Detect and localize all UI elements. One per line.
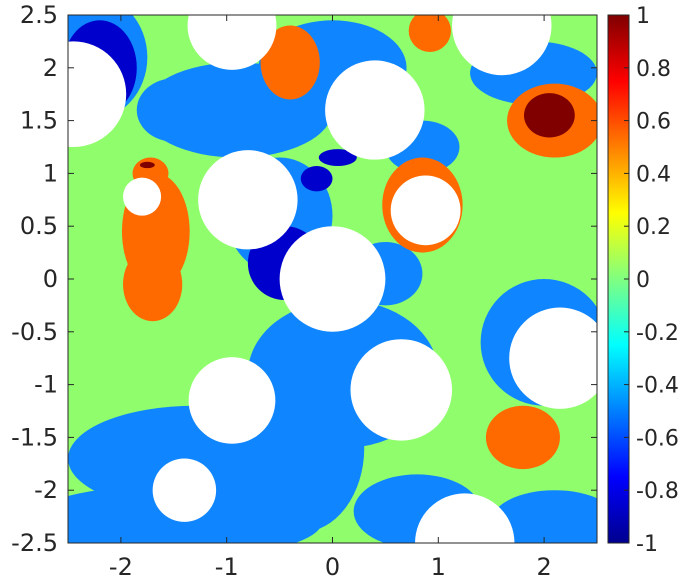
hole-circle [279,226,386,332]
hole-circle [198,150,298,250]
hole-circle [350,339,453,441]
y-tick-label: 0 [43,265,58,293]
x-tick-label: -1 [215,553,239,581]
contour-region [408,15,451,52]
hole-circle [187,15,277,70]
plot-area [68,15,597,543]
colorbar-tick-label: 0.8 [636,57,671,82]
hole-circle [188,357,276,444]
y-tick-label: 1 [43,159,58,187]
hole-circle [452,15,552,76]
contour-region [300,166,333,192]
y-tick-label: -2.5 [11,529,58,557]
y-tick-label: -1 [34,371,58,399]
y-tick-label: -0.5 [11,318,58,346]
contour-region [318,149,357,167]
x-tick-label: 1 [431,553,446,581]
hole-circle [325,60,425,160]
circular-holes [68,15,597,543]
y-tick-label: 2.5 [20,1,58,29]
contour-region [260,25,320,100]
hole-circle [390,175,461,246]
hole-circle [509,307,597,409]
contour-region [139,161,155,169]
colorbar-tick-label: -0.8 [636,479,679,504]
x-tick-label: -2 [109,553,133,581]
contour-region [485,405,560,470]
colorbar-tick-label: 0.4 [636,162,671,187]
colorbar-tick-label: -0.4 [636,374,679,399]
colorbar-tick-label: 0.2 [636,215,671,240]
hole-circle [68,41,127,147]
y-tick-label: 2 [43,54,58,82]
colorbar-tick-label: -0.2 [636,321,679,346]
colorbar-ticks: 1 0.8 0.6 0.4 0.2 0 -0.2 -0.4 -0.6 -0.8 -1 [624,4,679,557]
y-tick-label: 0.5 [20,212,58,240]
y-tick-label: 1.5 [20,107,58,135]
y-axis: 2.5 2 1.5 1 0.5 0 -0.5 -1 -1.5 -2 -2.5 [11,1,597,557]
contour-region [523,93,575,138]
colorbar-tick-label: 1 [636,4,650,29]
x-tick-label: 2 [536,553,551,581]
y-tick-label: -2 [34,476,58,504]
hole-circle [123,177,162,216]
hole-circle [415,493,515,543]
colorbar-tick-label: -1 [636,532,658,557]
y-tick-label: -1.5 [11,423,58,451]
colorbar-tick-label: -0.6 [636,426,679,451]
colorbar-tick-label: 0.6 [636,110,671,135]
contour-region [123,247,183,322]
hole-circle [152,458,217,522]
x-tick-label: 0 [325,553,340,581]
colorbar: 1 0.8 0.6 0.4 0.2 0 -0.2 -0.4 -0.6 -0.8 -1 [607,4,679,557]
contour-region [491,490,597,543]
colorbar-tick-label: 0 [636,268,650,293]
x-axis: -2 -1 0 1 2 [109,15,552,581]
